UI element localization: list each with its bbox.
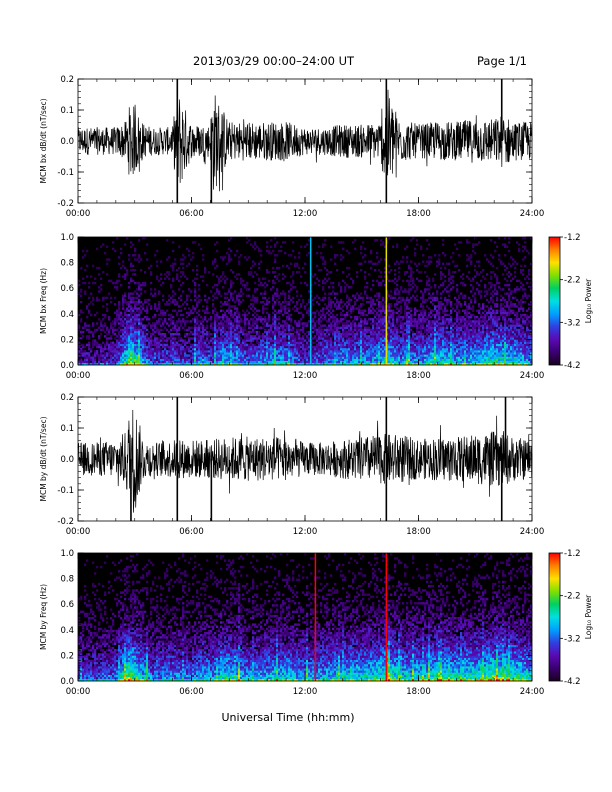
y-tick-label: -0.1 bbox=[57, 168, 74, 178]
y-tick-label: -0.2 bbox=[57, 517, 74, 527]
x-tick-label: 06:00 bbox=[179, 371, 204, 381]
y-tick-label: 0.2 bbox=[60, 75, 74, 85]
colorbar-label: Log₁₀ Power bbox=[584, 278, 593, 323]
colorbar-tick-label: -3.2 bbox=[564, 318, 581, 328]
colorbar bbox=[548, 236, 561, 366]
x-tick-label: 12:00 bbox=[293, 371, 318, 381]
trace-line bbox=[77, 410, 533, 513]
spectrogram-cells bbox=[78, 237, 533, 366]
y-tick-label: 0.0 bbox=[60, 455, 74, 465]
y-tick-label: 0.8 bbox=[60, 259, 74, 269]
x-tick-label: 06:00 bbox=[179, 209, 204, 219]
panels-group: 0.20.10.0-0.1-0.200:00 06:00 12:00 18:00 24:… bbox=[39, 75, 593, 697]
y-axis-title: MCM bx Freq (Hz) bbox=[39, 268, 48, 334]
y-tick-label: -0.2 bbox=[57, 199, 74, 209]
x-tick-label: 00:00 bbox=[66, 209, 91, 219]
page-number: Page 1/1 bbox=[477, 54, 528, 68]
y-axis-title: MCM bx dB/dt (nT/sec) bbox=[39, 98, 48, 183]
x-tick-label: 06:00 bbox=[179, 687, 204, 697]
colorbar-tick-label: -4.2 bbox=[564, 677, 581, 687]
x-tick-label: 18:00 bbox=[406, 371, 431, 381]
page-title: 2013/03/29 00:00–24:00 UT bbox=[193, 54, 355, 68]
x-axis-title: Universal Time (hh:mm) bbox=[222, 711, 355, 724]
colorbar-tick-label: -2.2 bbox=[564, 592, 581, 602]
y-tick-label: 0.4 bbox=[60, 310, 74, 320]
y-tick-label: 0.1 bbox=[60, 424, 74, 434]
y-tick-label: -0.1 bbox=[57, 486, 74, 496]
x-tick-label: 12:00 bbox=[293, 687, 318, 697]
y-tick-label: 0.1 bbox=[60, 106, 74, 116]
y-tick-label: 0.2 bbox=[60, 651, 74, 661]
x-tick-label: 24:00 bbox=[520, 209, 545, 219]
y-tick-label: 0.2 bbox=[60, 393, 74, 403]
x-tick-label: 18:00 bbox=[406, 209, 431, 219]
x-tick-label: 00:00 bbox=[66, 527, 91, 537]
x-tick-label: 12:00 bbox=[293, 209, 318, 219]
x-tick-label: 00:00 bbox=[66, 687, 91, 697]
y-tick-label: 0.8 bbox=[60, 575, 74, 585]
panel-by-dbdt: 0.2 0.1 0.0 -0.1 -0.200:00 06:00 12:00 18:00 24:… bbox=[39, 393, 544, 537]
y-tick-label: 0.2 bbox=[60, 335, 74, 345]
colorbar-tick-label: -2.2 bbox=[564, 276, 581, 286]
y-tick-label: 1.0 bbox=[60, 549, 74, 559]
x-tick-label: 24:00 bbox=[520, 371, 545, 381]
y-tick-label: 1.0 bbox=[60, 233, 74, 243]
colorbar-tick-label: -3.2 bbox=[564, 634, 581, 644]
y-axis-title: MCM by dB/dt (nT/sec) bbox=[39, 416, 48, 501]
y-tick-label: 0.6 bbox=[60, 600, 74, 610]
x-tick-label: 18:00 bbox=[406, 687, 431, 697]
y-tick-label: 0.0 bbox=[60, 137, 74, 147]
x-tick-label: 24:00 bbox=[520, 527, 545, 537]
colorbar-tick-label: -1.2 bbox=[564, 549, 581, 559]
trace-line bbox=[77, 89, 533, 192]
y-tick-label: 0.6 bbox=[60, 284, 74, 294]
y-tick-label: 0.0 bbox=[60, 361, 74, 371]
y-tick-label: 0.4 bbox=[60, 626, 74, 636]
panel-bx-spectrogram: -1.2 -2.2 -3.2 -4.2 Log₁₀ Power 1.0 0.8 0.6 0.4 0… bbox=[39, 233, 593, 381]
colorbar-tick-label: -1.2 bbox=[564, 233, 581, 243]
colorbar-tick-label: -4.2 bbox=[564, 361, 581, 371]
x-tick-label: 12:00 bbox=[293, 527, 318, 537]
y-axis-title: MCM by Freq (Hz) bbox=[39, 584, 48, 650]
y-tick-label: 0.0 bbox=[60, 677, 74, 687]
x-tick-label: 24:00 bbox=[520, 687, 545, 697]
colorbar bbox=[548, 552, 561, 682]
panel-by-spectrogram: -1.2 -2.2 -3.2 -4.2 Log₁₀ Power 1.0 0.8 0.6 0.4 0… bbox=[39, 549, 593, 697]
x-tick-label: 18:00 bbox=[406, 527, 431, 537]
colorbar-label: Log₁₀ Power bbox=[584, 594, 593, 639]
x-tick-label: 06:00 bbox=[179, 527, 204, 537]
x-tick-label: 00:00 bbox=[66, 371, 91, 381]
panel-bx-dbdt: 0.2 0.1 0.0 -0.1 -0.200:00 06:00 12:00 18:00 24:… bbox=[39, 75, 544, 219]
